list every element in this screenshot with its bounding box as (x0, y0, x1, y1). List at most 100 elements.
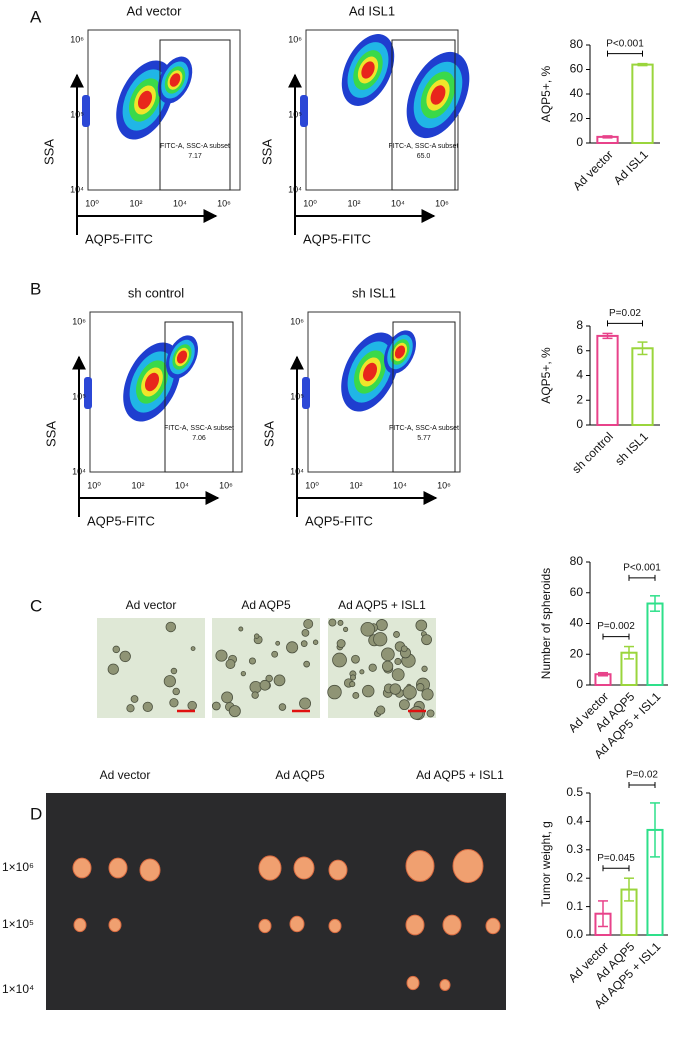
tumor (72, 857, 92, 879)
p-value: P=0.045 (597, 853, 635, 864)
tumor (108, 917, 122, 933)
y-axis-label: SSA (41, 139, 56, 165)
x-tick-label: 10⁰ (303, 198, 317, 208)
left-blob (302, 377, 310, 409)
gate (159, 39, 231, 191)
panel-label: C (30, 596, 42, 615)
spheroid (389, 683, 402, 695)
tumor (406, 975, 420, 991)
y-tick-label: 40 (570, 616, 584, 630)
y-tick-label: 10⁶ (288, 34, 302, 44)
error-bar (598, 671, 608, 677)
spheroid (349, 681, 356, 688)
spheroid (286, 641, 299, 654)
y-tick-label: 80 (570, 554, 584, 568)
y-tick-label: 60 (570, 585, 584, 599)
spheroid (328, 618, 337, 627)
spheroid (421, 688, 434, 701)
tumor (73, 917, 87, 933)
density (169, 73, 181, 87)
spheroid (381, 660, 394, 672)
y-tick-label: 0 (576, 135, 583, 149)
y-tick-label: 0.4 (566, 814, 583, 828)
x-tick-label: Ad vector (570, 147, 616, 193)
spheroid (119, 650, 131, 663)
y-axis-label: AQP5+, % (539, 347, 553, 404)
spheroid (360, 622, 376, 637)
spheroid (375, 619, 388, 631)
gate-label: FITC-A, SSC-A subset (389, 425, 459, 432)
density (394, 345, 406, 359)
spheroid (312, 639, 319, 645)
spheroid (373, 632, 388, 647)
spheroid (187, 700, 197, 711)
y-tick-label: 10⁶ (72, 316, 86, 326)
tumor (439, 979, 451, 991)
panel-label: D (30, 804, 42, 823)
spheroid (275, 640, 281, 646)
gate (392, 321, 456, 473)
tumor (405, 914, 425, 936)
x-tick-label: 10² (347, 198, 360, 208)
spheroid (391, 668, 405, 682)
tumor (405, 850, 435, 882)
x-tick-label: 10⁴ (391, 198, 405, 208)
gate (391, 39, 456, 191)
spheroid (376, 705, 386, 715)
error-bar (650, 595, 660, 612)
panel-label: A (30, 7, 42, 26)
density (430, 85, 446, 105)
spheroid (398, 699, 410, 711)
gate-label: FITC-A, SSC-A subset (160, 143, 230, 150)
bar (631, 63, 654, 144)
spheroid (238, 626, 244, 632)
spheroid (278, 703, 287, 711)
spheroid (402, 685, 417, 700)
tumor (328, 859, 348, 881)
tumor (442, 914, 462, 936)
gate (164, 321, 234, 473)
y-tick-label: 40 (570, 86, 584, 100)
bar (596, 334, 619, 426)
y-tick-label: 10⁶ (70, 34, 84, 44)
y-tick-label: 0.5 (566, 785, 583, 799)
p-value: P<0.001 (606, 38, 644, 49)
spheroid (352, 692, 360, 699)
x-tick-label: 10⁶ (219, 480, 233, 490)
y-tick-label: 0.3 (566, 842, 583, 856)
plot-title: Ad vector (127, 3, 183, 18)
tumor-photo (46, 793, 506, 1010)
y-tick-label: 4 (576, 368, 583, 382)
spheroid (215, 649, 228, 662)
spheroid (421, 634, 433, 646)
spheroid (271, 650, 279, 658)
x-tick-label: 10² (349, 480, 362, 490)
spheroid (165, 621, 177, 633)
spheroid (300, 640, 308, 647)
y-axis-label: SSA (259, 139, 274, 165)
y-axis-label: SSA (261, 421, 276, 447)
y-tick-label: 8 (576, 318, 583, 332)
row-label: 1×10⁶ (2, 860, 34, 874)
spheroid (190, 646, 196, 652)
plot-title: sh control (128, 285, 184, 300)
spheroid (400, 645, 408, 653)
density (361, 61, 375, 79)
x-tick-label: sh ISL1 (612, 429, 651, 468)
spheroid (416, 683, 425, 692)
left-blob (82, 95, 90, 127)
y-tick-label: 0 (576, 677, 583, 691)
spheroid (421, 665, 428, 672)
density (362, 362, 378, 382)
spheroid (112, 645, 120, 654)
left-blob (84, 377, 92, 409)
x-axis-label: AQP5-FITC (87, 513, 155, 528)
spheroid (221, 691, 234, 704)
spheroid (303, 618, 314, 629)
spheroid (327, 684, 342, 700)
y-axis-label: SSA (43, 421, 58, 447)
spheroid (107, 663, 119, 675)
spheroid (337, 619, 344, 626)
x-tick-label: 10⁶ (435, 198, 449, 208)
y-tick-label: 0 (576, 417, 583, 431)
